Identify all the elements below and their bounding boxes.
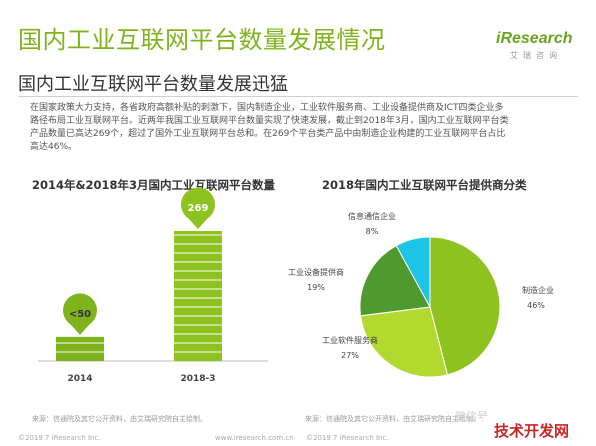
bar — [174, 231, 222, 361]
slice-label: 工业设备提供商 — [288, 267, 344, 277]
page-subtitle: 国内工业互联网平台数量发展迅猛 — [18, 74, 288, 95]
pie-slice — [429, 236, 501, 376]
watermark-background — [484, 416, 592, 442]
pie-chart-title: 2018年国内工业互联网平台提供商分类 — [322, 178, 527, 192]
intro-paragraph: 在国家政策大力支持，各省政府高额补贴的刺激下，国内制造企业，工业软件服务商、工业… — [30, 102, 578, 154]
slice-value-label: 27% — [341, 351, 359, 360]
watermark-text: 技术开发网 — [494, 422, 570, 440]
logo-subtitle: 艾瑞咨询 — [510, 51, 562, 60]
slice-value-label: 8% — [366, 227, 379, 236]
pie-slice — [359, 244, 431, 317]
divider — [18, 96, 578, 97]
source-note-left: 来源：信通院及其它公开资料，由艾瑞研究院自主绘制。 — [32, 415, 207, 423]
pie-slice — [395, 236, 431, 308]
category-label: 2014 — [67, 374, 92, 384]
slice-value-label: 19% — [307, 283, 325, 292]
bar-chart: <50 2014 269 2018-3 — [38, 187, 268, 384]
bar-chart-title: 2014年&2018年3月国内工业互联网平台数量 — [32, 178, 276, 192]
copyright-left: ©2019.7 iResearch Inc. — [18, 434, 101, 442]
bar — [56, 336, 104, 361]
value-marker — [63, 293, 97, 335]
page-title: 国内工业互联网平台数量发展情况 — [18, 26, 386, 54]
paragraph-line: 在国家政策大力支持，各省政府高额补贴的刺激下，国内制造企业，工业软件服务商、工业… — [30, 103, 504, 113]
copyright-right: ©2019.7 iResearch Inc. — [306, 434, 389, 442]
footer-url: www.iresearch.com.cn — [215, 434, 294, 442]
pie-slice — [359, 306, 449, 378]
iresearch-logo: iResearch 艾瑞咨询 — [496, 30, 576, 70]
watermark-wechat: 微信号 — [455, 410, 488, 423]
slice-value-label: 46% — [527, 301, 545, 310]
paragraph-line: 高达46%。 — [30, 142, 78, 152]
data-label: 269 — [188, 203, 209, 214]
slice-label: 信息通信企业 — [348, 211, 396, 221]
value-marker — [181, 187, 216, 229]
paragraph-line: 产品数量已高达269个，超过了国外工业互联网平台总和。在269个平台类产品中由制… — [30, 129, 506, 139]
pie-chart: 制造企业 46% 工业软件服务商 27% 工业设备提供商 19% 信息通信企业 8% — [288, 211, 554, 378]
paragraph-line: 路径布局工业互联网平台。近两年我国工业互联网平台数量实现了快速发展，截止到201… — [30, 116, 509, 126]
slice-label: 制造企业 — [522, 285, 554, 295]
data-label: <50 — [69, 309, 91, 320]
slice-label: 工业软件服务商 — [322, 335, 378, 345]
source-note-right: 来源：信通院及其它公开资料，由艾瑞研究院自主绘制。 — [305, 415, 480, 423]
logo-wordmark: iResearch — [496, 30, 573, 47]
category-label: 2018-3 — [180, 374, 215, 384]
